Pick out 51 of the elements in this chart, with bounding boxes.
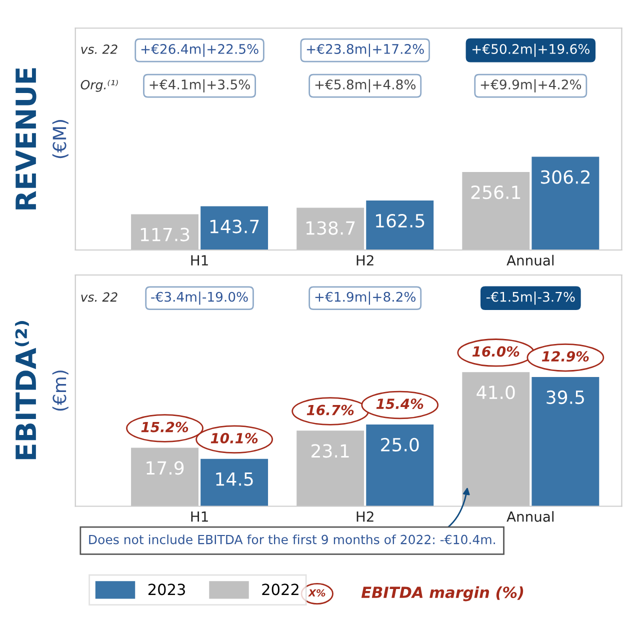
text: +€50.2m|+19.6% (472, 44, 590, 57)
data-label: 138.7 (306, 221, 355, 235)
bar (200, 206, 268, 250)
x-tick-label: H2 (356, 255, 374, 266)
chart-title: EBITDA⁽²⁾ (15, 321, 36, 460)
legend-label: 2023 (148, 584, 185, 596)
text: +€9.9m|+4.2% (480, 79, 582, 92)
chart-title: REVENUE (16, 68, 36, 210)
text: +€26.4m|+22.5% (141, 44, 258, 57)
text: EBITDA margin (%) (361, 586, 524, 602)
annotation: 12.9% (542, 351, 589, 362)
y-axis-title: (€m) (52, 370, 68, 411)
data-label: 14.5 (216, 472, 253, 486)
text: Org.⁽¹⁾ (80, 80, 118, 92)
data-label: 143.7 (210, 220, 259, 234)
text: vs. 22 (81, 292, 118, 302)
data-label: 306.2 (540, 170, 590, 184)
text: X% (308, 589, 326, 597)
text: vs. 22 (81, 44, 118, 54)
y-axis-title: (€M) (52, 120, 68, 158)
data-label: 41.0 (476, 386, 515, 400)
text: -€3.4m|-19.0% (151, 292, 248, 305)
text: +€23.8m|+17.2% (306, 44, 424, 57)
text: +€1.9m|+8.2% (315, 292, 416, 305)
data-label: 25.0 (381, 438, 419, 452)
annotation: 15.2% (141, 422, 188, 432)
x-tick-label: H1 (191, 255, 208, 266)
bar (532, 377, 600, 506)
annotation: 15.4% (376, 398, 424, 410)
x-tick-label: H1 (191, 512, 208, 522)
data-label: 39.5 (546, 390, 584, 404)
data-label: 17.9 (146, 461, 184, 475)
data-label: 162.5 (376, 214, 424, 228)
legend-label: 2022 (262, 584, 298, 596)
annotation: 16.0% (472, 346, 520, 357)
bar (366, 424, 434, 506)
annotation: 16.7% (306, 404, 354, 416)
data-label: 117.3 (140, 228, 190, 242)
x-tick-label: Annual (506, 511, 554, 522)
x-tick-label: Annual (506, 254, 554, 266)
bar (366, 200, 434, 250)
text: -€1.5m|-3.7% (486, 292, 575, 305)
data-label: 23.1 (312, 444, 349, 458)
bar (532, 156, 600, 250)
annotation: 10.1% (210, 432, 258, 444)
text: Does not include EBITDA for the first 9 months of 2022: -€10.4m. (89, 534, 495, 544)
text: +€4.1m|+3.5% (150, 79, 250, 92)
data-label: 256.1 (471, 185, 520, 200)
bar (200, 458, 268, 506)
x-tick-label: H2 (356, 511, 374, 522)
text: +€5.8m|+4.8% (315, 79, 416, 92)
